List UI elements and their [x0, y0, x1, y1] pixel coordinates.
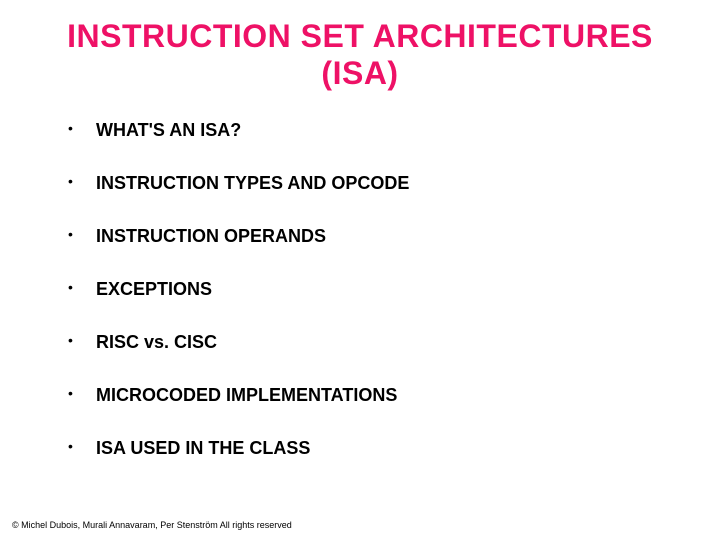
- slide-title: INSTRUCTION SET ARCHITECTURES (ISA): [40, 18, 680, 92]
- list-item: MICROCODED IMPLEMENTATIONS: [68, 385, 680, 406]
- slide: INSTRUCTION SET ARCHITECTURES (ISA) WHAT…: [0, 0, 720, 540]
- list-item: INSTRUCTION TYPES AND OPCODE: [68, 173, 680, 194]
- list-item: EXCEPTIONS: [68, 279, 680, 300]
- list-item: ISA USED IN THE CLASS: [68, 438, 680, 459]
- list-item: RISC vs. CISC: [68, 332, 680, 353]
- list-item: INSTRUCTION OPERANDS: [68, 226, 680, 247]
- copyright-footer: © Michel Dubois, Murali Annavaram, Per S…: [12, 520, 292, 530]
- list-item: WHAT'S AN ISA?: [68, 120, 680, 141]
- bullet-list: WHAT'S AN ISA? INSTRUCTION TYPES AND OPC…: [40, 120, 680, 459]
